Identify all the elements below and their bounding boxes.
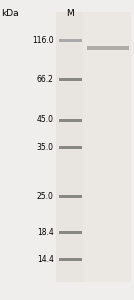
Text: 14.4: 14.4 bbox=[37, 255, 54, 264]
FancyBboxPatch shape bbox=[59, 195, 82, 198]
Text: kDa: kDa bbox=[1, 9, 19, 18]
Text: 18.4: 18.4 bbox=[37, 228, 54, 237]
FancyBboxPatch shape bbox=[87, 46, 129, 50]
FancyBboxPatch shape bbox=[59, 146, 82, 148]
FancyBboxPatch shape bbox=[59, 118, 82, 122]
Text: M: M bbox=[66, 9, 74, 18]
Text: 45.0: 45.0 bbox=[37, 116, 54, 124]
FancyBboxPatch shape bbox=[59, 39, 82, 42]
FancyBboxPatch shape bbox=[59, 78, 82, 81]
FancyBboxPatch shape bbox=[56, 12, 83, 282]
Text: 35.0: 35.0 bbox=[37, 142, 54, 152]
FancyBboxPatch shape bbox=[59, 258, 82, 261]
FancyBboxPatch shape bbox=[59, 231, 82, 234]
Text: 116.0: 116.0 bbox=[32, 36, 54, 45]
FancyBboxPatch shape bbox=[83, 12, 131, 282]
Text: 25.0: 25.0 bbox=[37, 192, 54, 201]
Text: 66.2: 66.2 bbox=[37, 75, 54, 84]
